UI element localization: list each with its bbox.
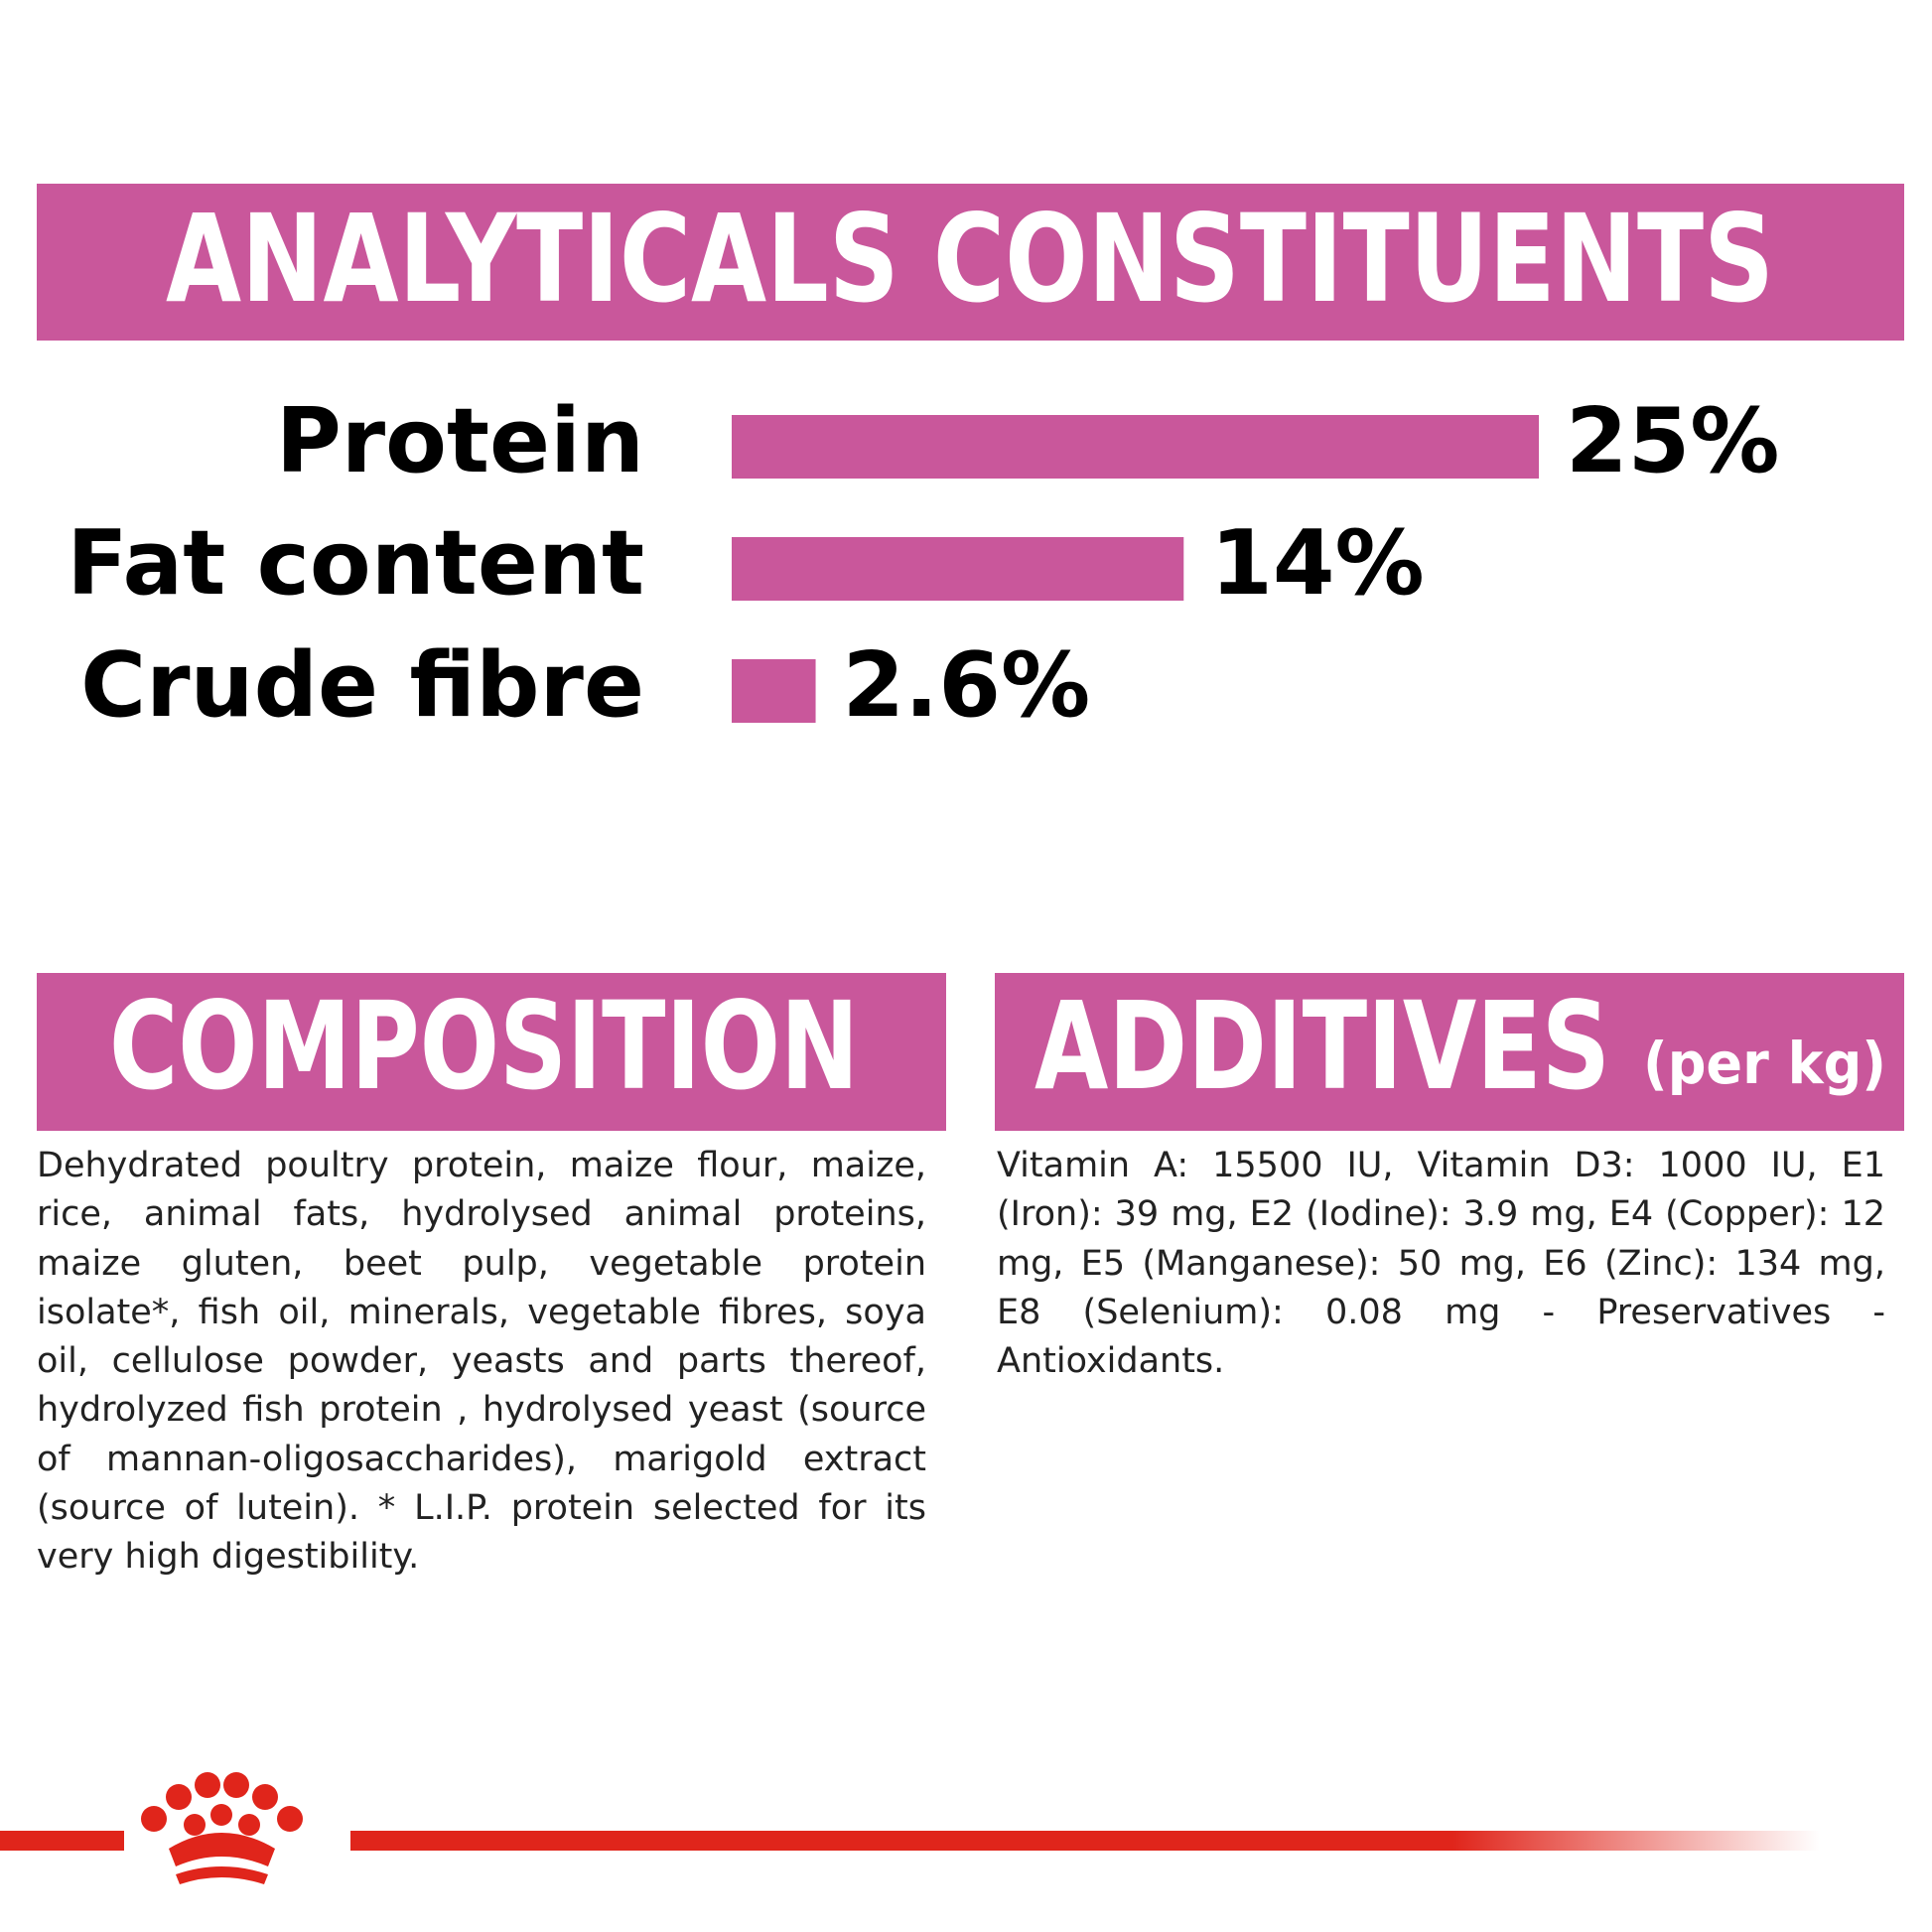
value-label: 2.6%	[843, 633, 1091, 738]
category-label: Crude fibre	[80, 633, 644, 738]
value-label: 14%	[1210, 511, 1424, 616]
chart-title: ANALYTICALS CONSTITUENTS	[166, 189, 1774, 330]
additives-text: Vitamin A: 15500 IU, Vitamin D3: 1000 IU…	[997, 1146, 1885, 1382]
title-band	[37, 184, 1904, 341]
bar	[732, 415, 1539, 479]
additives-band	[995, 973, 1904, 1131]
additives-unit: (per kg)	[1643, 1030, 1886, 1097]
composition-title: COMPOSITION	[109, 976, 859, 1117]
bar	[732, 659, 816, 723]
value-label: 25%	[1566, 389, 1779, 493]
category-label: Protein	[276, 389, 644, 493]
footer-line	[0, 1831, 124, 1851]
footer-line	[350, 1831, 1820, 1851]
bar	[732, 537, 1184, 601]
additives-title: ADDITIVES	[1035, 976, 1610, 1117]
category-label: Fat content	[67, 511, 644, 616]
composition-text: Dehydrated poultry protein, maize flour,…	[37, 1146, 926, 1578]
composition-band	[37, 973, 946, 1131]
crown-logo	[141, 1772, 303, 1884]
